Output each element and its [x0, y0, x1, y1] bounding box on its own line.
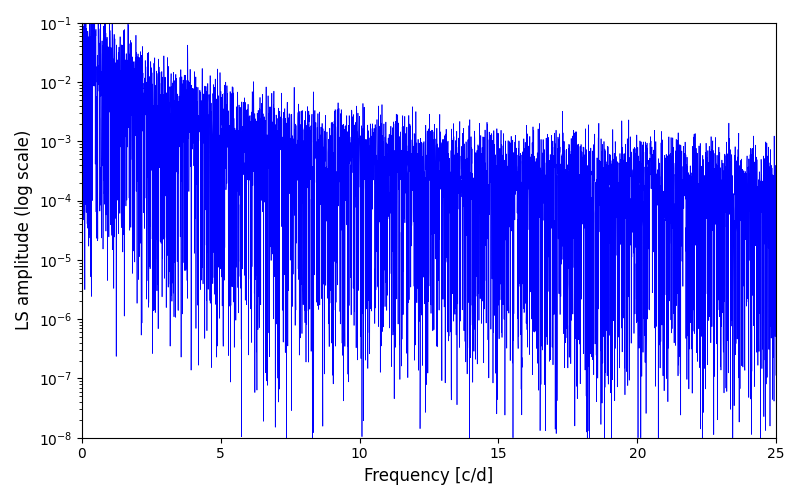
X-axis label: Frequency [c/d]: Frequency [c/d]	[364, 467, 494, 485]
Y-axis label: LS amplitude (log scale): LS amplitude (log scale)	[15, 130, 33, 330]
